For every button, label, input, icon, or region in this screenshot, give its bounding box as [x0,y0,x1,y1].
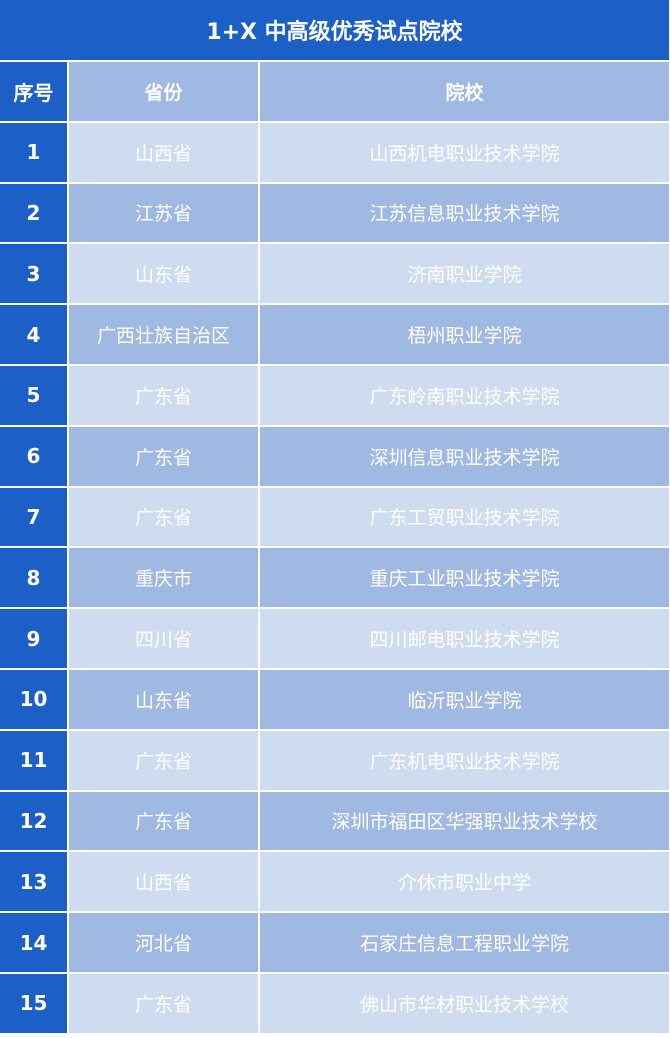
table-row: 9 四川省 四川邮电职业技术学院 [0,609,669,668]
table-row: 5 广东省 广东岭南职业技术学院 [0,365,669,425]
table-row: 13 山西省 介休市职业中学 [0,852,669,912]
header-province: 省份 [69,62,258,121]
row-province: 山东省 [69,244,258,304]
table-row: 2 江苏省 江苏信息职业技术学院 [0,183,669,243]
row-index: 2 [0,183,67,243]
table-row: 12 广东省 深圳市福田区华强职业技术学校 [0,791,669,851]
row-school: 深圳市福田区华强职业技术学校 [260,791,669,851]
table-row: 11 广东省 广东机电职业技术学院 [0,730,669,790]
row-province: 河北省 [69,913,258,972]
row-school: 石家庄信息工程职业学院 [260,913,669,972]
row-province: 广东省 [69,426,258,486]
row-index: 4 [0,305,67,364]
row-province: 山东省 [69,669,258,729]
row-index: 1 [0,122,67,182]
row-province: 山西省 [69,852,258,912]
row-province: 广东省 [69,791,258,851]
header-row: 序号 省份 院校 [0,62,669,121]
table-row: 15 广东省 佛山市华材职业技术学校 [0,973,669,1033]
table-row: 10 山东省 临沂职业学院 [0,669,669,729]
row-school: 介休市职业中学 [260,852,669,912]
table-row: 1 山西省 山西机电职业技术学院 [0,122,669,182]
row-province: 广东省 [69,973,258,1033]
row-province: 山西省 [69,122,258,182]
row-province: 广东省 [69,365,258,425]
row-school: 广东岭南职业技术学院 [260,365,669,425]
row-index: 11 [0,730,67,790]
row-index: 3 [0,244,67,304]
row-province: 四川省 [69,609,258,668]
table-row: 7 广东省 广东工贸职业技术学院 [0,487,669,547]
row-index: 8 [0,548,67,608]
row-school: 江苏信息职业技术学院 [260,183,669,243]
row-province: 广西壮族自治区 [69,305,258,364]
row-school: 深圳信息职业技术学院 [260,426,669,486]
row-school: 四川邮电职业技术学院 [260,609,669,668]
row-school: 重庆工业职业技术学院 [260,548,669,608]
row-school: 济南职业学院 [260,244,669,304]
row-index: 14 [0,913,67,972]
table-row: 6 广东省 深圳信息职业技术学院 [0,426,669,486]
row-province: 广东省 [69,487,258,547]
row-school: 佛山市华材职业技术学校 [260,973,669,1033]
row-index: 7 [0,487,67,547]
row-province: 江苏省 [69,183,258,243]
row-school: 临沂职业学院 [260,669,669,729]
table-row: 14 河北省 石家庄信息工程职业学院 [0,913,669,972]
row-province: 广东省 [69,730,258,790]
row-index: 15 [0,973,67,1033]
table-title: 1+X 中高级优秀试点院校 [0,0,669,60]
row-province: 重庆市 [69,548,258,608]
table-row: 3 山东省 济南职业学院 [0,244,669,304]
row-index: 12 [0,791,67,851]
row-index: 13 [0,852,67,912]
header-school: 院校 [260,62,669,121]
table-body: 序号 省份 院校 1 山西省 山西机电职业技术学院 2 江苏省 江苏信息职业技术学院 3 山东… [0,62,669,1033]
row-index: 9 [0,609,67,668]
row-school: 山西机电职业技术学院 [260,122,669,182]
row-school: 广东机电职业技术学院 [260,730,669,790]
header-index: 序号 [0,62,67,121]
table-row: 4 广西壮族自治区 梧州职业学院 [0,305,669,364]
row-index: 10 [0,669,67,729]
table-row: 8 重庆市 重庆工业职业技术学院 [0,548,669,608]
row-index: 6 [0,426,67,486]
row-index: 5 [0,365,67,425]
row-school: 梧州职业学院 [260,305,669,364]
row-school: 广东工贸职业技术学院 [260,487,669,547]
